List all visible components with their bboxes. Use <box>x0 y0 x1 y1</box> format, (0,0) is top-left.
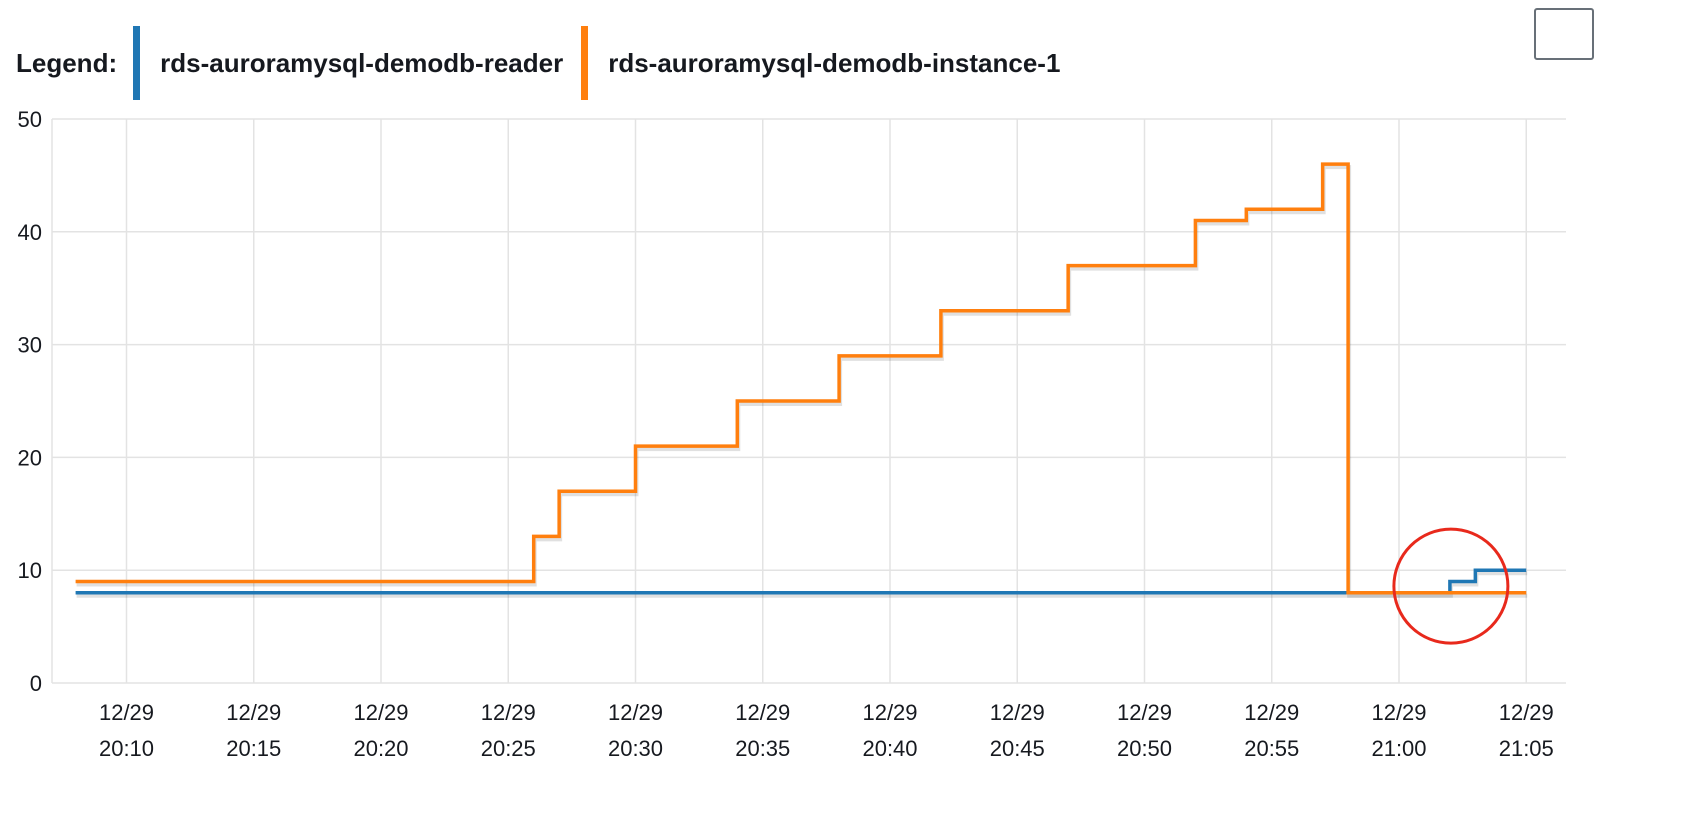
x-tick-time: 20:25 <box>481 736 536 761</box>
legend-swatch-reader <box>133 26 141 100</box>
legend-label-reader: rds-auroramysql-demodb-reader <box>160 47 564 78</box>
x-tick-date: 12/29 <box>226 700 281 725</box>
chart-legend: Legend: rds-auroramysql-demodb-reader rd… <box>16 26 1078 100</box>
x-tick-time: 20:50 <box>1117 736 1172 761</box>
x-tick-date: 12/29 <box>1371 700 1426 725</box>
series-line-instance-1 <box>75 162 1527 595</box>
legend-item-reader[interactable]: rds-auroramysql-demodb-reader <box>133 26 563 100</box>
x-tick-time: 20:55 <box>1244 736 1299 761</box>
x-tick-date: 12/29 <box>735 700 790 725</box>
x-tick-date: 12/29 <box>481 700 536 725</box>
legend-item-instance-1[interactable]: rds-auroramysql-demodb-instance-1 <box>581 26 1060 100</box>
y-tick-label: 20 <box>18 445 42 470</box>
x-tick-time: 21:05 <box>1499 736 1554 761</box>
x-tick-time: 21:00 <box>1371 736 1426 761</box>
y-tick-label: 50 <box>18 107 42 132</box>
legend-title: Legend: <box>16 47 118 78</box>
y-tick-label: 0 <box>30 671 42 696</box>
x-tick-date: 12/29 <box>353 700 408 725</box>
x-tick-time: 20:35 <box>735 736 790 761</box>
series-shadow <box>76 571 1528 598</box>
y-tick-label: 10 <box>18 558 42 583</box>
x-tick-time: 20:10 <box>99 736 154 761</box>
legend-swatch-instance-1 <box>581 26 589 100</box>
x-tick-date: 12/29 <box>1244 700 1299 725</box>
x-tick-date: 12/29 <box>862 700 917 725</box>
annotation-circle <box>1392 527 1510 645</box>
y-tick-label: 40 <box>18 220 42 245</box>
x-tick-date: 12/29 <box>608 700 663 725</box>
x-tick-time: 20:15 <box>226 736 281 761</box>
x-tick-time: 20:40 <box>862 736 917 761</box>
y-tick-label: 30 <box>18 333 42 358</box>
x-tick-date: 12/29 <box>1499 700 1554 725</box>
x-tick-time: 20:30 <box>608 736 663 761</box>
x-tick-time: 20:45 <box>990 736 1045 761</box>
x-tick-date: 12/29 <box>1117 700 1172 725</box>
x-tick-date: 12/29 <box>99 700 154 725</box>
corner-control-box[interactable] <box>1534 8 1594 60</box>
series-line-reader <box>75 568 1527 595</box>
x-tick-date: 12/29 <box>990 700 1045 725</box>
x-tick-time: 20:20 <box>353 736 408 761</box>
legend-label-instance-1: rds-auroramysql-demodb-instance-1 <box>608 47 1061 78</box>
